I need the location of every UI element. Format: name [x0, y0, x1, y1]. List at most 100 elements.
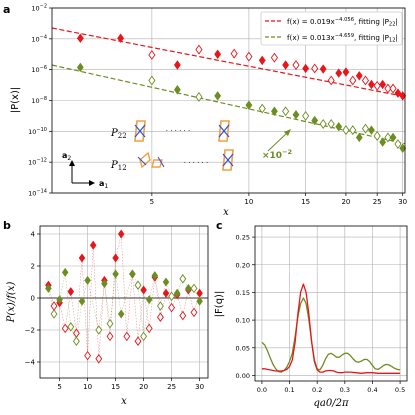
data-point [361, 75, 370, 86]
data-point [67, 322, 75, 332]
tick-label-x: 30 [195, 383, 204, 391]
lattice-vectors: a2 a1 [62, 151, 108, 190]
panel-b-grid [40, 226, 208, 378]
data-point [319, 119, 327, 129]
data-point [196, 296, 203, 306]
tick-label-y: 10−12 [28, 158, 47, 167]
panel-a-ylabel: |P(x)| [10, 87, 21, 114]
tick-label-y: 10−4 [31, 34, 47, 43]
data-point [389, 132, 397, 143]
tick-label-y: −2 [25, 327, 35, 335]
data-point [106, 331, 114, 342]
tick-label-y: 0.05 [236, 344, 250, 352]
data-point [134, 336, 142, 346]
tick-label-y: 0 [31, 295, 35, 303]
panel-b-points [45, 229, 203, 364]
data-point [319, 64, 327, 74]
data-point [311, 63, 319, 74]
data-point [394, 139, 402, 150]
inset-p22-label: P22 [110, 128, 127, 140]
data-point [76, 62, 84, 73]
data-point [282, 106, 290, 117]
data-point [384, 83, 392, 94]
data-point [179, 274, 187, 284]
tick-label-y: 10−10 [28, 127, 47, 136]
data-point [173, 60, 181, 70]
tick-label-x: 0.0 [257, 386, 267, 394]
panel-c-grid [255, 226, 407, 381]
panel-a-ticks: 5 10 15 20 25 30 10−14 10−12 10−10 10−8 10−6 10−4 10… [28, 4, 407, 207]
panel-b-ylabel: P(x)/f(x) [6, 282, 17, 324]
data-point [148, 49, 156, 60]
panel-a-xlabel: x [223, 207, 229, 218]
tick-label-x: 10 [244, 198, 253, 206]
data-point [151, 271, 159, 281]
data-point [302, 110, 310, 121]
data-point [179, 310, 187, 321]
data-point [282, 60, 290, 70]
data-point [101, 279, 108, 289]
tick-label-x: 20 [341, 198, 350, 206]
data-point [78, 253, 86, 263]
data-point [230, 48, 238, 59]
data-point [214, 91, 222, 101]
data-point [89, 240, 97, 250]
data-point [173, 288, 181, 298]
data-point [95, 325, 103, 335]
tick-label-x: 30 [398, 198, 407, 206]
data-point [335, 68, 343, 78]
tick-label-x: 0.5 [395, 386, 405, 394]
data-point [112, 269, 119, 279]
panel-b-xlabel: x [121, 396, 127, 407]
tick-label-x: 25 [167, 383, 176, 391]
panel-label-a: a [3, 3, 10, 16]
data-point [355, 132, 363, 143]
lattice-a2-label: a2 [62, 151, 71, 162]
data-point [327, 119, 335, 129]
data-point [168, 291, 176, 302]
tick-label-y: 0.15 [236, 289, 250, 297]
panel-b-frame [39, 225, 209, 379]
tick-label-y: 0.25 [236, 234, 250, 242]
data-point [50, 309, 58, 319]
data-point [67, 287, 75, 297]
data-point [342, 67, 350, 77]
inset-p22-dots: · · · · · · [166, 127, 190, 135]
data-point [72, 336, 80, 346]
panel-a: 5 10 15 20 25 30 10−14 10−12 10−10 10−8 10−6 10−4 10… [10, 4, 407, 219]
data-point [394, 88, 402, 98]
panel-b-ticks: 5 10 15 20 25 30 −4 −2 0 2 4 [25, 231, 204, 392]
panel-a-legend: f(x) = 0.019x−4.056, fitting |P22| f(x) … [260, 11, 403, 46]
inset-p12-dots: · · · · · · [184, 159, 208, 167]
inset-p12-bond-right [222, 149, 234, 171]
data-point [162, 288, 170, 298]
data-point [368, 79, 375, 90]
data-point [195, 44, 203, 55]
inset-p22-bond-left [134, 120, 146, 142]
data-point [214, 49, 222, 59]
data-point [148, 75, 156, 86]
tick-label-x: 15 [301, 198, 310, 206]
tick-label-x: 0.1 [284, 386, 294, 394]
tick-label-y: 10−14 [28, 189, 47, 198]
data-point [190, 283, 198, 294]
data-point [342, 125, 350, 136]
data-point [335, 121, 343, 132]
tick-label-y: 0.20 [236, 261, 250, 269]
inset-p12-label: P12 [110, 160, 127, 172]
legend-red-label: f(x) = 0.019x−4.056, fitting |P22| [287, 17, 398, 28]
data-point [379, 79, 387, 90]
data-point [156, 312, 164, 322]
tick-label-x: 15 [111, 383, 120, 391]
data-point [140, 285, 147, 295]
data-point [129, 269, 136, 279]
data-point [292, 109, 300, 120]
data-point [168, 302, 176, 313]
data-point [61, 323, 69, 334]
tick-label-y: 0.00 [236, 372, 250, 380]
tick-label-x: 0.4 [367, 386, 377, 394]
tick-label-y: −4 [25, 359, 36, 367]
data-point [50, 301, 58, 311]
tick-label-y: 10−2 [31, 4, 47, 13]
data-point [245, 100, 253, 110]
